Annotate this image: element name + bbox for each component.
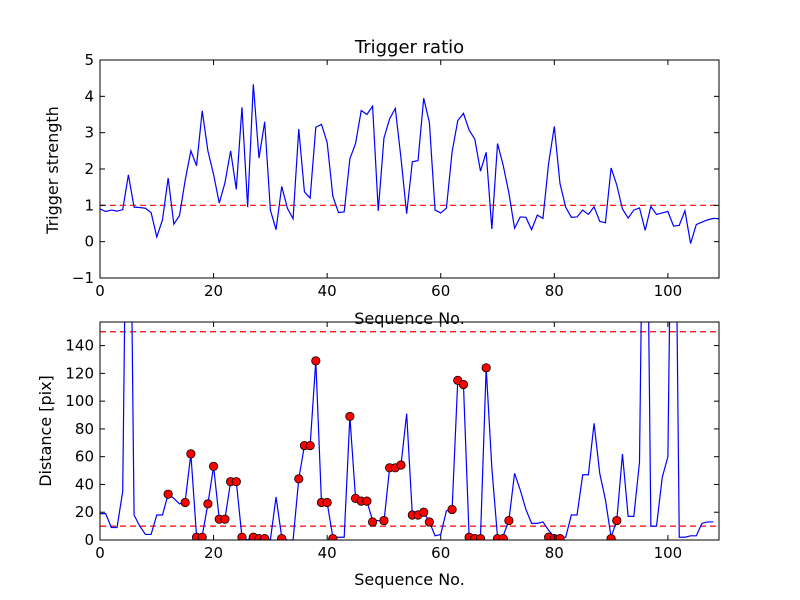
data-point-marker <box>163 489 173 499</box>
y-axis-label: Distance [pix] <box>36 375 55 487</box>
data-point-marker <box>498 534 508 540</box>
data-point-marker <box>231 477 241 487</box>
data-point-marker <box>237 532 247 540</box>
y-tick-label: 120 <box>65 364 94 382</box>
x-axis-label: Sequence No. <box>354 309 465 328</box>
data-point-marker <box>419 507 429 517</box>
y-tick-label: 4 <box>84 87 94 105</box>
data-point-marker <box>180 497 190 508</box>
plot-frame <box>99 321 720 541</box>
x-tick-label: 60 <box>431 544 450 562</box>
x-tick-label: 80 <box>545 544 564 562</box>
chart-title: Trigger ratio <box>354 37 464 58</box>
x-tick-label: 0 <box>95 544 105 562</box>
y-tick-label: −1 <box>72 269 94 287</box>
y-tick-label: 60 <box>75 448 94 466</box>
data-point-marker <box>294 474 304 484</box>
y-tick-label: 2 <box>84 160 94 178</box>
y-tick-label: 20 <box>75 503 94 521</box>
data-point-marker <box>203 499 213 509</box>
data-point-marker <box>186 449 196 459</box>
x-tick-label: 20 <box>204 544 223 562</box>
x-tick-label: 80 <box>545 282 564 300</box>
data-point-marker <box>475 534 486 540</box>
y-axis-label: Trigger strength <box>43 106 62 235</box>
y-tick-label: 5 <box>84 51 94 69</box>
y-tick-label: 0 <box>84 531 94 549</box>
data-point-marker <box>311 356 321 366</box>
y-tick-label: 0 <box>84 233 94 251</box>
x-tick-label: 100 <box>654 544 683 562</box>
data-point-marker <box>208 461 219 472</box>
data-point-marker <box>458 379 469 390</box>
x-tick-label: 40 <box>318 282 337 300</box>
data-point-marker <box>447 504 457 515</box>
data-point-marker <box>504 515 514 526</box>
y-tick-label: 80 <box>75 420 94 438</box>
y-tick-label: 3 <box>84 124 94 142</box>
plot-frame <box>99 59 720 279</box>
x-tick-label: 20 <box>204 282 223 300</box>
x-tick-label: 40 <box>318 544 337 562</box>
data-point-marker <box>612 515 622 526</box>
data-point-marker <box>345 411 355 422</box>
x-axis-label: Sequence No. <box>354 570 465 589</box>
data-point-marker <box>367 517 378 527</box>
data-point-marker <box>220 514 230 524</box>
distance-chart: Sequence No. Distance [pix] 0 20 40 60 80 100… <box>36 321 720 589</box>
x-tick-label: 0 <box>95 282 105 300</box>
data-point-marker <box>305 440 315 451</box>
data-point-marker <box>322 497 332 508</box>
x-tick-label: 60 <box>431 282 450 300</box>
data-point-marker <box>424 517 434 527</box>
data-point-marker <box>481 363 491 373</box>
data-point-marker <box>396 460 406 470</box>
data-point-marker <box>328 534 338 540</box>
y-tick-label: 40 <box>75 475 94 493</box>
y-tick-label: 100 <box>65 392 94 410</box>
series-line <box>100 84 719 244</box>
data-point-marker <box>379 515 389 526</box>
trigger-ratio-chart: Trigger ratio Sequence No. Trigger stren… <box>43 37 720 328</box>
data-point-marker <box>606 534 616 540</box>
data-point-marker <box>260 534 270 540</box>
data-point-marker <box>197 532 207 540</box>
x-tick-label: 100 <box>654 282 683 300</box>
data-point-marker <box>555 534 565 540</box>
data-point-marker <box>362 496 372 506</box>
y-tick-label: 140 <box>65 337 94 355</box>
data-point-marker <box>277 534 287 540</box>
y-tick-label: 1 <box>84 196 94 214</box>
